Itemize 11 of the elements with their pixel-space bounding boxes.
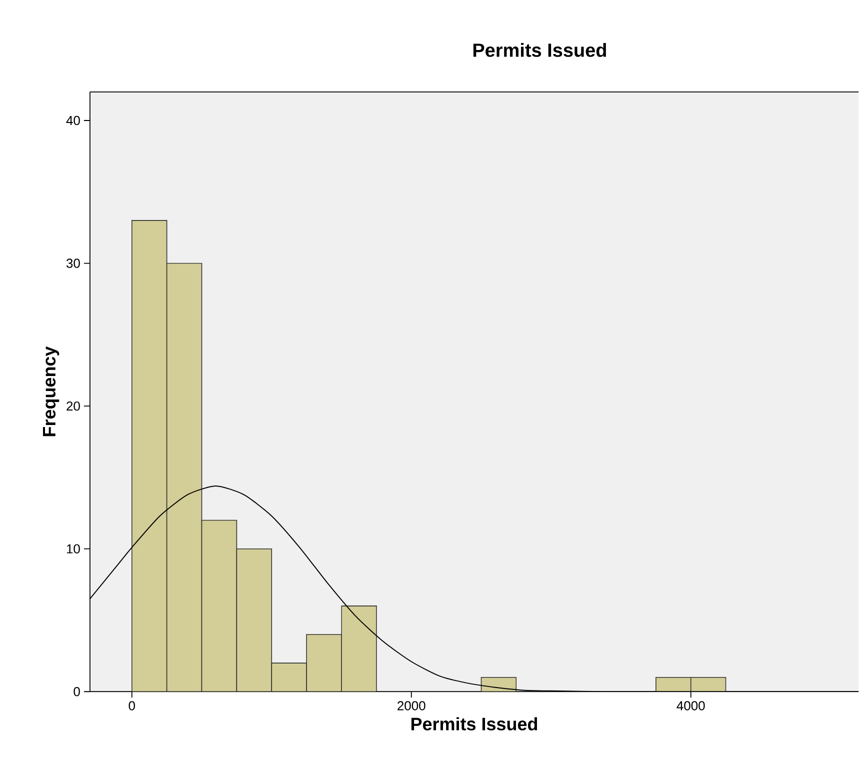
y-tick-label: 40: [66, 116, 80, 126]
x-tick-label: 2000: [398, 701, 426, 711]
x-tick-label: 4000: [676, 701, 705, 711]
chart-title: Permits Issued: [473, 43, 606, 58]
y-tick-label: 20: [66, 402, 80, 411]
y-axis-title: Frequency: [43, 346, 60, 436]
y-tick-label: 0: [74, 687, 80, 696]
x-axis-title: Permits Issued: [411, 717, 538, 731]
y-tick-label: 30: [66, 258, 80, 268]
x-tick-label: 0: [128, 701, 135, 711]
y-tick-label: 10: [66, 544, 80, 554]
